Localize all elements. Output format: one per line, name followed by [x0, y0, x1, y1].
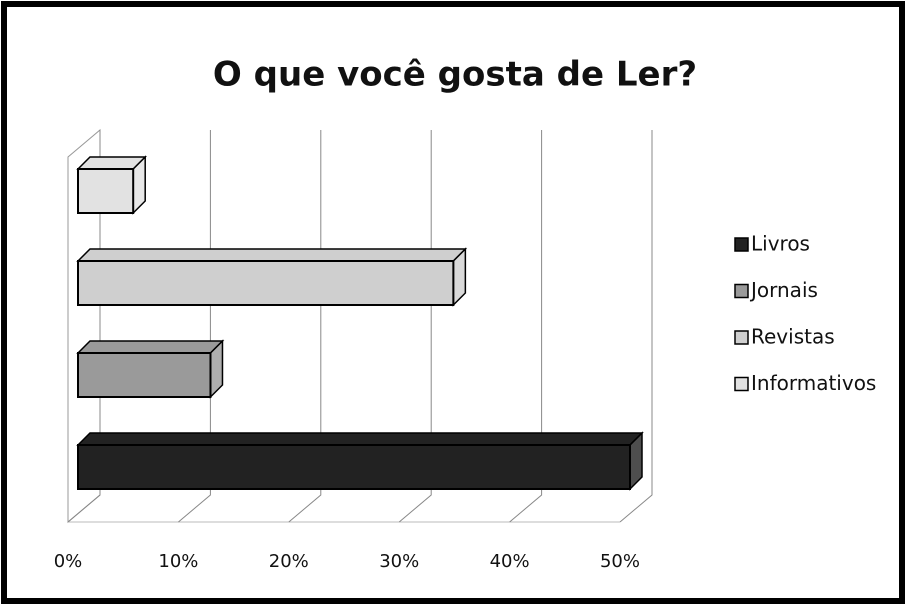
legend-label: Informativos: [751, 371, 876, 395]
legend-label: Livros: [751, 232, 810, 256]
legend-label: Jornais: [749, 278, 818, 302]
x-tick-label: 20%: [269, 551, 309, 572]
bar: [76, 155, 148, 215]
legend-swatch: [734, 237, 749, 252]
bar-top: [76, 432, 644, 446]
x-tick-label: 10%: [158, 551, 198, 572]
bar-front: [77, 444, 631, 490]
bar-front: [77, 168, 135, 214]
bar-top: [76, 340, 225, 354]
bar: [76, 339, 225, 399]
chart-title: O que você gosta de Ler?: [213, 55, 697, 95]
x-tick-label: 0%: [54, 551, 83, 572]
grid-line: [619, 130, 653, 523]
legend-swatch: [734, 330, 749, 345]
bar-top: [76, 248, 468, 262]
bar-front: [77, 352, 212, 398]
bar-front: [77, 260, 455, 306]
legend-label: Revistas: [751, 325, 835, 349]
legend-swatch: [734, 283, 749, 299]
grid-line: [509, 130, 543, 523]
bar: [76, 247, 468, 307]
x-tick-label: 40%: [490, 551, 530, 572]
x-tick-label: 50%: [600, 551, 640, 572]
bar: [76, 431, 644, 491]
legend-swatch: [734, 376, 749, 392]
x-tick-label: 30%: [379, 551, 419, 572]
